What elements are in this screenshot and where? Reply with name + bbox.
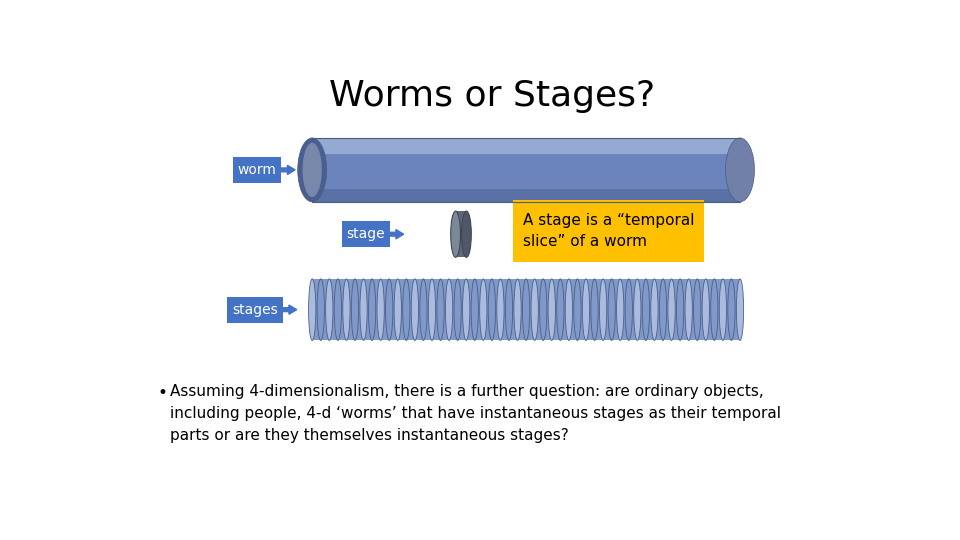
Ellipse shape — [548, 279, 556, 340]
Ellipse shape — [677, 279, 684, 340]
Ellipse shape — [660, 279, 666, 340]
Ellipse shape — [377, 279, 384, 340]
Ellipse shape — [608, 279, 615, 340]
Ellipse shape — [616, 279, 624, 340]
Ellipse shape — [462, 211, 471, 257]
FancyArrow shape — [281, 305, 297, 314]
Text: stage: stage — [347, 227, 385, 241]
Ellipse shape — [369, 279, 375, 340]
FancyArrow shape — [279, 165, 295, 174]
Ellipse shape — [685, 279, 692, 340]
Ellipse shape — [334, 279, 342, 340]
Ellipse shape — [728, 279, 735, 340]
Text: •: • — [157, 384, 167, 402]
FancyBboxPatch shape — [513, 200, 704, 262]
Ellipse shape — [325, 279, 333, 340]
Ellipse shape — [726, 138, 755, 202]
Ellipse shape — [625, 279, 633, 340]
Ellipse shape — [402, 279, 410, 340]
Ellipse shape — [351, 279, 359, 340]
Ellipse shape — [463, 279, 469, 340]
Ellipse shape — [710, 279, 718, 340]
Ellipse shape — [360, 279, 367, 340]
FancyArrow shape — [388, 230, 403, 239]
Ellipse shape — [736, 279, 744, 340]
Text: Assuming 4-dimensionalism, there is a further question: are ordinary objects,
in: Assuming 4-dimensionalism, there is a fu… — [170, 384, 780, 443]
Ellipse shape — [565, 279, 572, 340]
Ellipse shape — [411, 279, 419, 340]
Ellipse shape — [317, 279, 324, 340]
Ellipse shape — [450, 211, 461, 257]
Ellipse shape — [591, 279, 598, 340]
Ellipse shape — [540, 279, 547, 340]
Ellipse shape — [522, 279, 530, 340]
Ellipse shape — [505, 279, 513, 340]
Bar — [312, 189, 740, 202]
Ellipse shape — [514, 279, 521, 340]
Ellipse shape — [445, 279, 453, 340]
Ellipse shape — [668, 279, 675, 340]
Ellipse shape — [420, 279, 427, 340]
Ellipse shape — [480, 279, 487, 340]
FancyBboxPatch shape — [342, 221, 390, 247]
Ellipse shape — [574, 279, 581, 340]
Ellipse shape — [428, 279, 436, 340]
Text: A stage is a “temporal
slice” of a worm: A stage is a “temporal slice” of a worm — [523, 213, 694, 249]
Ellipse shape — [302, 143, 322, 197]
Ellipse shape — [642, 279, 650, 340]
Ellipse shape — [531, 279, 539, 340]
Ellipse shape — [437, 279, 444, 340]
Ellipse shape — [583, 279, 589, 340]
Ellipse shape — [386, 279, 393, 340]
Ellipse shape — [693, 279, 701, 340]
Ellipse shape — [454, 279, 462, 340]
FancyBboxPatch shape — [227, 296, 283, 323]
Bar — [312, 138, 740, 202]
Text: Worms or Stages?: Worms or Stages? — [329, 79, 655, 113]
Text: worm: worm — [238, 163, 276, 177]
Bar — [312, 138, 740, 154]
FancyBboxPatch shape — [233, 157, 281, 183]
Ellipse shape — [298, 138, 326, 202]
Bar — [456, 211, 467, 257]
Ellipse shape — [496, 279, 504, 340]
Text: stages: stages — [232, 302, 277, 316]
Ellipse shape — [719, 279, 727, 340]
Ellipse shape — [599, 279, 607, 340]
Ellipse shape — [651, 279, 658, 340]
Ellipse shape — [395, 279, 401, 340]
Ellipse shape — [489, 279, 495, 340]
Ellipse shape — [471, 279, 478, 340]
Ellipse shape — [702, 279, 709, 340]
Ellipse shape — [343, 279, 350, 340]
Ellipse shape — [557, 279, 564, 340]
Bar — [312, 279, 740, 340]
Ellipse shape — [634, 279, 641, 340]
Ellipse shape — [308, 279, 316, 340]
